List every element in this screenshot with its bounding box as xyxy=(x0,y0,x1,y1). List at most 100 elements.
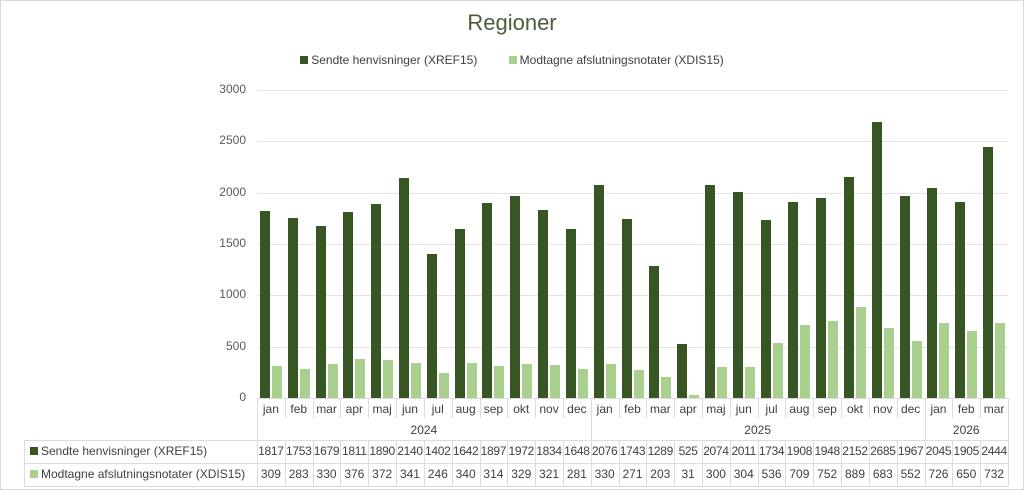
table-border xyxy=(24,486,1008,487)
month-label: jun xyxy=(735,402,752,416)
table-border xyxy=(312,398,314,418)
table-border xyxy=(562,398,564,418)
bar-xdis15 xyxy=(494,365,505,398)
bar-xdis15 xyxy=(995,322,1006,398)
bar-xdis15 xyxy=(633,370,644,398)
value-xdis15: 329 xyxy=(511,467,532,481)
y-tick-label: 3000 xyxy=(219,82,246,96)
value-xref15: 1743 xyxy=(619,444,646,458)
legend-swatch-icon xyxy=(30,470,38,478)
bar-xref15 xyxy=(538,209,549,398)
bar-xdis15 xyxy=(410,362,421,398)
bar-xref15 xyxy=(315,225,326,398)
legend-swatch-icon xyxy=(300,56,309,64)
table-border xyxy=(785,440,787,486)
gridline xyxy=(257,90,1008,91)
bar-xdis15 xyxy=(383,359,394,398)
legend-item-xref15: Sendte henvisninger (XREF15) xyxy=(300,53,477,67)
month-label: mar xyxy=(316,402,337,416)
bar-xdis15 xyxy=(299,368,310,398)
table-border xyxy=(813,398,815,418)
table-border xyxy=(284,440,286,486)
table-border xyxy=(646,440,648,486)
value-xdis15: 341 xyxy=(399,467,420,481)
month-label: maj xyxy=(706,402,726,416)
value-xref15: 1648 xyxy=(564,444,590,458)
value-xref15: 2685 xyxy=(870,444,896,458)
legend-item-xdis15: Modtagne afslutningsnotater (XDIS15) xyxy=(508,53,724,67)
row-label-xref15: Sendte henvisninger (XREF15) xyxy=(30,444,207,458)
table-border xyxy=(479,440,481,486)
legend-swatch-icon xyxy=(508,56,517,64)
value-xdis15: 314 xyxy=(483,467,504,481)
bar-xref15 xyxy=(927,188,938,398)
value-xref15: 1890 xyxy=(369,444,395,458)
month-label: nov xyxy=(873,402,893,416)
table-border xyxy=(340,440,342,486)
bar-xref15 xyxy=(732,191,743,398)
gridline xyxy=(257,244,1008,245)
month-label: jan xyxy=(930,402,947,416)
legend-label: Modtagne afslutningsnotater (XDIS15) xyxy=(519,53,724,67)
table-border xyxy=(340,398,342,418)
table-border xyxy=(896,440,898,486)
bar-xref15 xyxy=(955,202,966,398)
bar-xdis15 xyxy=(772,342,783,398)
table-border xyxy=(479,398,481,418)
legend-swatch-icon xyxy=(30,447,38,455)
table-border xyxy=(257,398,258,486)
gridline xyxy=(257,192,1008,194)
legend: Sendte henvisninger (XREF15) Modtagne af… xyxy=(0,53,1024,67)
value-xdis15: 752 xyxy=(817,467,838,481)
table-border xyxy=(618,440,620,486)
value-xref15: 1834 xyxy=(536,444,562,458)
table-border xyxy=(952,398,954,418)
table-border xyxy=(952,440,954,486)
bar-xdis15 xyxy=(577,369,588,398)
value-xref15: 1972 xyxy=(508,444,534,458)
month-label: feb xyxy=(290,402,308,416)
chart-title: Regioner xyxy=(467,10,557,35)
value-xref15: 2011 xyxy=(731,444,757,458)
value-xdis15: 709 xyxy=(789,467,810,481)
bar-xref15 xyxy=(677,344,688,398)
value-xref15: 1753 xyxy=(285,444,312,458)
table-border xyxy=(924,398,926,418)
month-label: mar xyxy=(649,402,671,416)
table-border xyxy=(423,440,425,486)
bar-xdis15 xyxy=(605,364,616,398)
table-border xyxy=(451,398,453,418)
month-label: feb xyxy=(957,402,975,416)
value-xref15: 1908 xyxy=(786,444,813,458)
month-label: aug xyxy=(789,402,810,416)
table-border xyxy=(924,440,926,486)
table-border xyxy=(590,440,592,486)
month-label: jul xyxy=(431,402,444,416)
value-xdis15: 203 xyxy=(650,467,671,481)
bar-xdis15 xyxy=(438,372,449,398)
value-xref15: 1905 xyxy=(953,444,980,458)
table-border xyxy=(868,440,870,486)
table-border xyxy=(507,398,509,418)
table-border xyxy=(24,463,1008,464)
table-border xyxy=(841,440,843,486)
table-border xyxy=(423,398,425,418)
table-border xyxy=(813,440,815,486)
legend-label: Sendte henvisninger (XREF15) xyxy=(311,53,478,67)
bar-xdis15 xyxy=(800,325,811,398)
month-label: mar xyxy=(983,402,1005,416)
bar-xref15 xyxy=(426,254,437,398)
bar-xdis15 xyxy=(856,306,867,398)
value-xref15: 525 xyxy=(678,444,698,458)
bar-xdis15 xyxy=(550,365,561,398)
month-label: maj xyxy=(372,402,392,416)
y-tick-label: 1500 xyxy=(219,236,246,250)
gridline xyxy=(257,346,1008,348)
bar-xref15 xyxy=(649,265,660,398)
table-border xyxy=(535,398,537,418)
month-label: sep xyxy=(817,402,837,416)
gridline xyxy=(257,141,1008,143)
month-label: apr xyxy=(345,402,364,416)
month-label: apr xyxy=(679,402,697,416)
bar-xref15 xyxy=(287,218,298,398)
